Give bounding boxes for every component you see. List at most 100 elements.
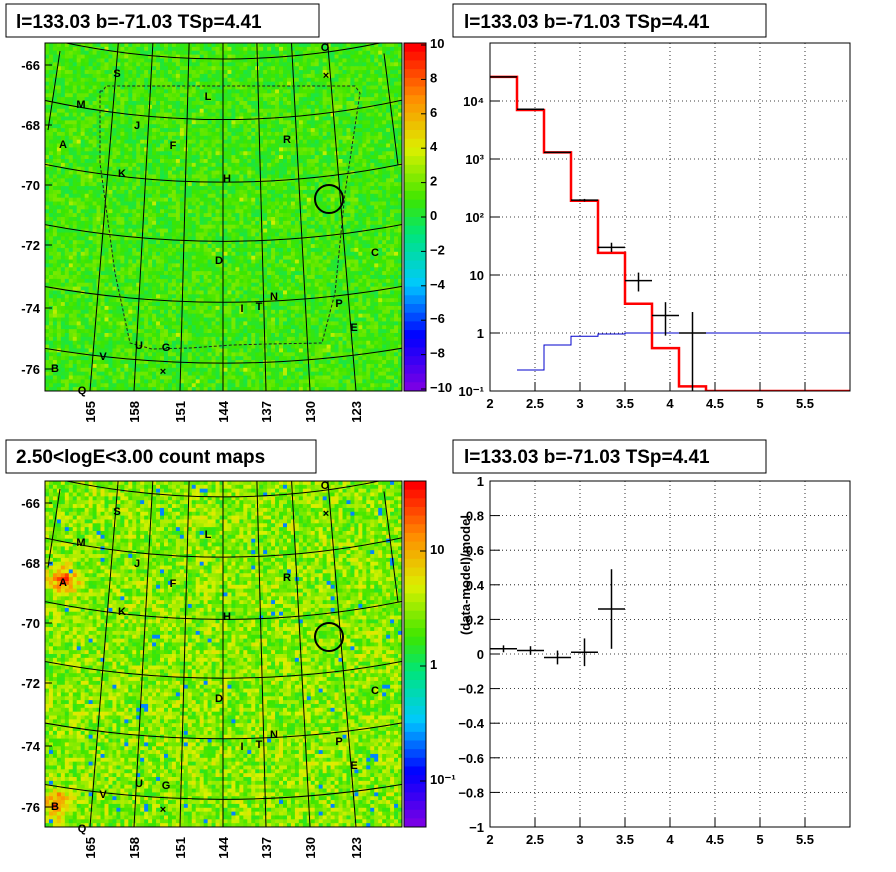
ytick-label: 10⁻¹: [458, 384, 484, 399]
source-label-t: T: [256, 301, 263, 313]
xtick-label: 130: [303, 837, 318, 859]
ytick-label: -74: [21, 739, 41, 754]
colorbar-tick-label: 10: [430, 36, 444, 51]
colorbar-step: [404, 382, 426, 392]
source-model-step: [517, 332, 850, 371]
longitude-line: [133, 43, 154, 391]
colorbar-step: [404, 356, 426, 366]
colorbar-tick-label: 4: [430, 139, 438, 154]
ytick-label: -72: [21, 238, 40, 253]
xtick-label: 151: [173, 401, 188, 423]
count-colorbar: 10 1 10⁻¹: [403, 480, 456, 828]
colorbar-step: [404, 679, 426, 690]
source-label-m: M: [76, 537, 85, 549]
xtick-label: 123: [349, 401, 364, 423]
count-map-panel: -66 -68 -70 -72 -74 -76 165 158 151 144 137 130 123…: [5, 439, 456, 859]
colorbar-step: [404, 121, 426, 131]
spectrum-plot: [490, 75, 850, 391]
ytick-label: −0.8: [458, 785, 484, 800]
colorbar-step: [404, 801, 426, 811]
colorbar-tick-label: 10: [430, 542, 444, 557]
xtick-label: 2: [486, 396, 493, 411]
colorbar-step: [404, 103, 426, 114]
ytick-label: −0.2: [458, 682, 484, 697]
xtick-label: 144: [216, 400, 231, 422]
colorbar-step: [404, 688, 426, 698]
ratio-plot: [490, 569, 625, 667]
source-label-o: O: [321, 42, 330, 54]
longitude-line: [133, 481, 154, 827]
ytick-label: -76: [21, 362, 40, 377]
colorbar-step: [404, 628, 426, 638]
latitude-line: [45, 163, 402, 183]
colorbar-step: [404, 506, 426, 517]
ratio-ylabel: (data-model)/model: [458, 515, 473, 635]
source-label-d: D: [215, 255, 223, 267]
longitude-line: [327, 43, 357, 391]
colorbar-step: [404, 260, 426, 270]
longitude-line: [179, 481, 190, 827]
source-label-e: E: [350, 760, 357, 772]
colorbar-step: [404, 567, 426, 577]
count-map-xticks: 165 158 151 144 137 130 123: [83, 836, 364, 858]
ytick-label: 0.2: [466, 612, 484, 627]
colorbar-tick-label: 0: [430, 208, 437, 223]
residual-map-title-box: [5, 3, 320, 38]
residual-map-title: l=133.03 b=-71.03 TSp=4.41: [16, 12, 262, 33]
colorbar-step: [404, 705, 426, 716]
ratio-panel: 2 2.5 3 3.5 4 4.5 5 5.5 1 0.8 0.6 0.4 0.2 0 −0.2 −0.4 −0…: [452, 439, 851, 847]
colorbar-step: [404, 714, 426, 724]
xtick-label: 4.5: [706, 396, 724, 411]
source-label-k: K: [118, 168, 126, 180]
colorbar-step: [404, 130, 426, 140]
colorbar-step: [404, 43, 426, 53]
source-label-d: D: [215, 693, 223, 705]
colorbar-step: [404, 645, 426, 655]
ytick-label: 1: [477, 326, 484, 341]
source-marker: ×: [323, 70, 329, 82]
colorbar-step: [404, 498, 426, 508]
source-label-v: V: [99, 351, 107, 363]
ytick-label: 1: [477, 474, 484, 489]
xtick-label: 2.5: [526, 832, 544, 847]
source-label-s: S: [113, 68, 120, 80]
source-label-c: C: [371, 247, 379, 259]
colorbar-step: [404, 593, 426, 603]
colorbar-step: [404, 199, 426, 209]
colorbar-step: [404, 723, 426, 733]
colorbar-tick-label: 10⁻¹: [430, 772, 456, 787]
colorbar-step: [404, 766, 426, 776]
xtick-label: 130: [303, 401, 318, 423]
colorbar-step: [404, 295, 426, 305]
colorbar-step: [404, 86, 426, 96]
colorbar-step: [404, 77, 426, 87]
latitude-line: [45, 285, 402, 303]
colorbar-step: [404, 95, 426, 105]
xtick-label: 144: [216, 836, 231, 858]
count-map-coord-grid: [45, 481, 402, 827]
longitude-line: [291, 481, 311, 827]
colorbar-step: [404, 662, 426, 672]
source-label-g: G: [162, 342, 171, 354]
xtick-label: 5: [756, 396, 763, 411]
source-label-q: Q: [78, 385, 87, 397]
residual-map-yticks: -66 -68 -70 -72 -74 -76: [21, 58, 52, 377]
latitude-line: [45, 223, 402, 242]
ytick-label: −0.6: [458, 751, 484, 766]
ratio-grid: [489, 480, 850, 828]
colorbar-step: [404, 173, 426, 183]
source-label-g: G: [162, 780, 171, 792]
colorbar-step: [404, 190, 426, 201]
ytick-label: -74: [21, 301, 41, 316]
colorbar-step: [404, 217, 426, 227]
colorbar-step: [404, 775, 426, 785]
colorbar-step: [404, 515, 426, 525]
source-label-t: T: [256, 739, 263, 751]
source-label-p: P: [335, 736, 342, 748]
xtick-label: 3: [576, 396, 583, 411]
xtick-label: 5: [756, 832, 763, 847]
colorbar-step: [404, 225, 426, 235]
colorbar-step: [404, 112, 426, 122]
source-label-b: B: [51, 801, 59, 813]
ratio-title-box: [452, 439, 767, 474]
